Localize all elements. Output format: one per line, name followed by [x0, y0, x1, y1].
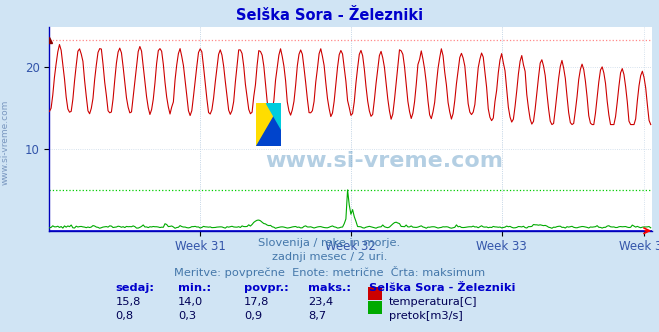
Polygon shape — [256, 103, 281, 146]
Polygon shape — [256, 103, 281, 146]
Text: temperatura[C]: temperatura[C] — [389, 297, 477, 307]
Text: sedaj:: sedaj: — [115, 283, 154, 293]
Text: 23,4: 23,4 — [308, 297, 333, 307]
Text: 0,3: 0,3 — [178, 311, 196, 321]
Text: maks.:: maks.: — [308, 283, 351, 293]
Text: min.:: min.: — [178, 283, 211, 293]
Text: Slovenija / reke in morje.: Slovenija / reke in morje. — [258, 238, 401, 248]
Text: 14,0: 14,0 — [178, 297, 203, 307]
Text: www.si-vreme.com: www.si-vreme.com — [1, 100, 10, 186]
Text: 17,8: 17,8 — [244, 297, 270, 307]
Text: 0,8: 0,8 — [115, 311, 134, 321]
Polygon shape — [266, 103, 281, 129]
Text: povpr.:: povpr.: — [244, 283, 289, 293]
Text: pretok[m3/s]: pretok[m3/s] — [389, 311, 463, 321]
Text: Selška Sora - Železniki: Selška Sora - Železniki — [236, 8, 423, 23]
Text: 15,8: 15,8 — [115, 297, 141, 307]
Text: zadnji mesec / 2 uri.: zadnji mesec / 2 uri. — [272, 252, 387, 262]
Text: www.si-vreme.com: www.si-vreme.com — [266, 151, 503, 171]
Text: Selška Sora - Železniki: Selška Sora - Železniki — [369, 283, 515, 293]
Text: Meritve: povprečne  Enote: metrične  Črta: maksimum: Meritve: povprečne Enote: metrične Črta:… — [174, 266, 485, 278]
Text: 0,9: 0,9 — [244, 311, 262, 321]
Text: 8,7: 8,7 — [308, 311, 327, 321]
